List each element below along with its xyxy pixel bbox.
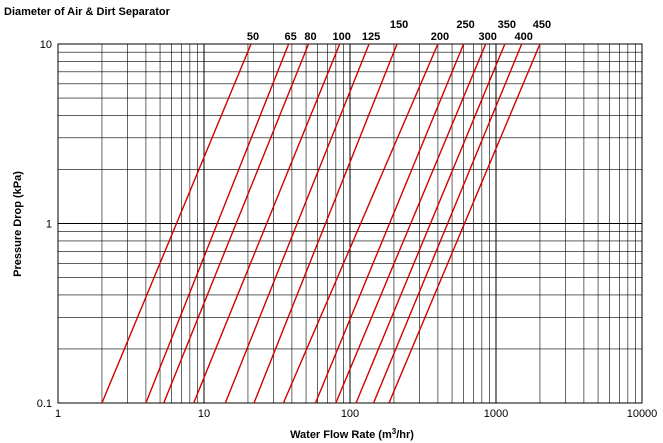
series-line-450 (388, 43, 541, 404)
x-tick-labels: 1 10 100 1000 10000 (55, 408, 657, 420)
series-label-450: 450 (533, 19, 551, 31)
series-line-200 (282, 43, 439, 404)
x-axis-label-end: /hr) (396, 429, 414, 441)
series-line-300 (335, 43, 487, 404)
series-label-50: 50 (247, 31, 259, 43)
plot-frame (57, 43, 643, 404)
series-label-100: 100 (333, 31, 351, 43)
y-tick-label: 10 (40, 39, 52, 51)
x-tick-label: 1 (55, 408, 61, 420)
series-label-125: 125 (362, 31, 380, 43)
series-label-200: 200 (431, 31, 449, 43)
series-line-50 (101, 43, 252, 404)
series-line-400 (372, 43, 523, 404)
y-tick-label: 0.1 (37, 398, 52, 410)
series-label-350: 350 (498, 19, 516, 31)
y-tick-label: 1 (46, 219, 52, 231)
x-tick-label: 1000 (484, 408, 508, 420)
series-line-100 (193, 43, 341, 404)
series-line-65 (145, 43, 290, 404)
series-label-300: 300 (479, 31, 497, 43)
series-line-80 (163, 43, 310, 404)
x-axis-label-main: Water Flow Rate (m (290, 429, 392, 441)
y-axis-label: Pressure Drop (kPa) (12, 171, 24, 277)
series-line-125 (224, 43, 370, 404)
series-label-80: 80 (304, 31, 316, 43)
series-line-150 (253, 43, 398, 404)
x-tick-label: 10000 (627, 408, 658, 420)
x-axis-label: Water Flow Rate (m3/hr) (290, 427, 414, 441)
x-tick-label: 100 (341, 408, 359, 420)
series-label-400: 400 (515, 31, 533, 43)
series-label-65: 65 (285, 31, 297, 43)
series-label-150: 150 (390, 19, 408, 31)
x-tick-label: 10 (198, 408, 210, 420)
series-lines (101, 43, 541, 404)
series-line-250 (314, 43, 465, 404)
x-axis-label-superscript: 3 (392, 427, 397, 436)
series-label-250: 250 (456, 19, 474, 31)
chart-title: Diameter of Air & Dirt Separator (4, 6, 171, 18)
y-tick-labels: 0.1 1 10 (37, 39, 52, 410)
series-line-350 (355, 43, 506, 404)
